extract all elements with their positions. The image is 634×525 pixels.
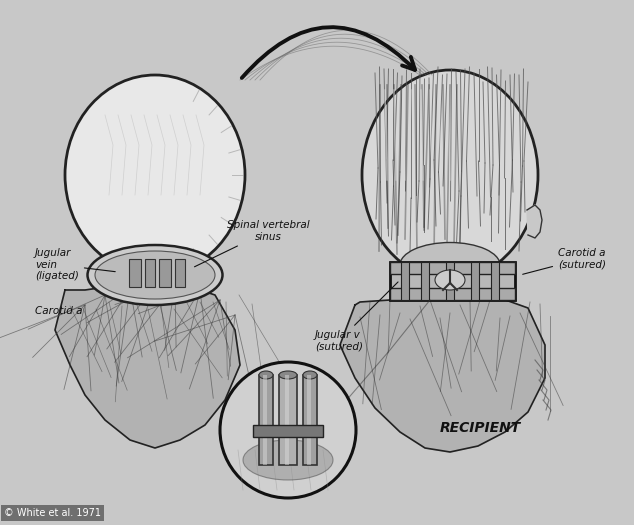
Bar — [253, 425, 323, 437]
FancyArrowPatch shape — [242, 27, 415, 78]
Text: Spinal vertebral
sinus: Spinal vertebral sinus — [195, 220, 309, 267]
Bar — [259, 375, 273, 465]
Ellipse shape — [303, 371, 317, 379]
Text: RECIPIENT: RECIPIENT — [440, 421, 521, 435]
Bar — [390, 288, 515, 300]
Ellipse shape — [243, 440, 333, 480]
Text: Carotid a: Carotid a — [35, 306, 82, 316]
Bar — [285, 375, 289, 465]
Bar — [390, 262, 515, 300]
Polygon shape — [527, 205, 542, 238]
Text: © White et al. 1971: © White et al. 1971 — [4, 508, 101, 518]
Bar — [263, 375, 267, 465]
Polygon shape — [405, 255, 497, 268]
Bar — [446, 262, 454, 300]
Text: Carotid a
(sutured): Carotid a (sutured) — [522, 248, 606, 274]
Bar — [145, 259, 155, 287]
Ellipse shape — [435, 270, 465, 290]
Polygon shape — [55, 283, 240, 448]
Ellipse shape — [95, 251, 215, 299]
Ellipse shape — [259, 371, 273, 379]
Text: Jugular v
(sutured): Jugular v (sutured) — [315, 282, 398, 352]
Bar — [390, 262, 515, 274]
Circle shape — [220, 362, 356, 498]
Ellipse shape — [65, 75, 245, 275]
Bar — [307, 375, 311, 465]
Ellipse shape — [279, 371, 297, 379]
Bar — [421, 262, 429, 300]
Polygon shape — [340, 293, 545, 452]
Ellipse shape — [400, 243, 500, 288]
Ellipse shape — [87, 245, 223, 305]
Bar — [401, 262, 409, 300]
Bar — [303, 375, 317, 465]
Bar — [175, 259, 185, 287]
Text: Jugular
vein
(ligated): Jugular vein (ligated) — [35, 248, 115, 281]
Ellipse shape — [362, 70, 538, 280]
Bar — [129, 259, 141, 287]
Bar — [159, 259, 171, 287]
Bar — [279, 375, 297, 465]
Bar — [471, 262, 479, 300]
Bar — [491, 262, 499, 300]
